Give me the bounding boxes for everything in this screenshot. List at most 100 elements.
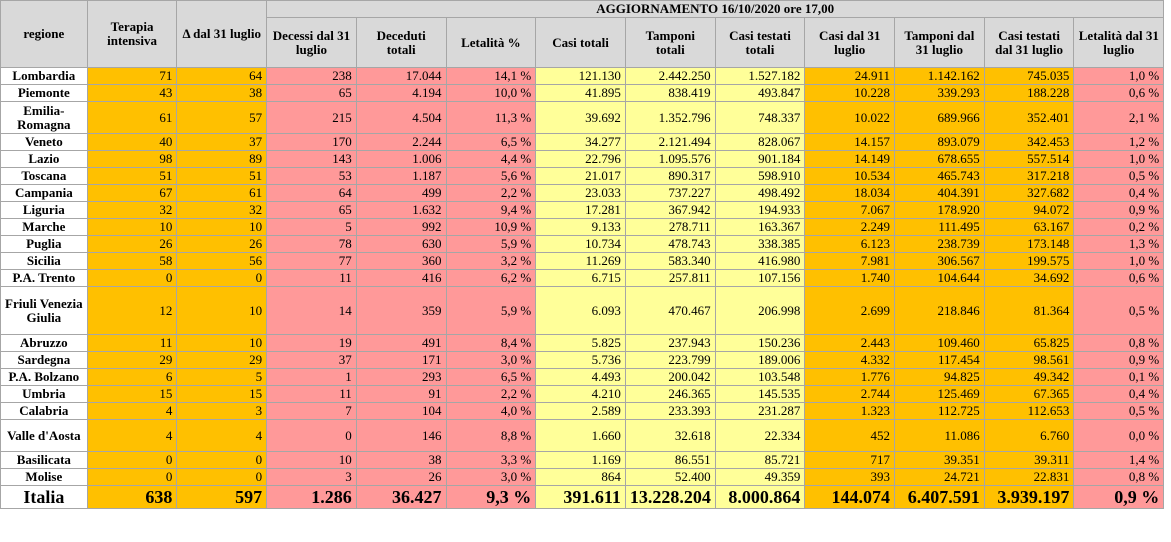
cell-letalita-31-luglio: 0,2 % — [1073, 218, 1165, 236]
cell-casi-testati-31-luglio: 342.453 — [983, 133, 1075, 151]
cell-terapia-intensiva: 61 — [86, 101, 178, 134]
cell-letalita-31-luglio: 0,4 % — [1073, 385, 1165, 403]
cell-terapia-intensiva: 6 — [86, 368, 178, 386]
cell-casi-totali: 121.130 — [535, 67, 626, 85]
cell-letalita-31-luglio: 0,6 % — [1073, 269, 1165, 287]
cell-deceduti-totali: 1.006 — [355, 150, 447, 168]
cell-terapia-intensiva: 71 — [86, 67, 178, 85]
cell-letalita-31-luglio: 0,6 % — [1073, 84, 1165, 102]
cell-casi-totali: 864 — [535, 468, 626, 486]
cell-casi-testati-31-luglio: 352.401 — [983, 101, 1075, 134]
cell-deceduti-totali: 17.044 — [355, 67, 447, 85]
spacer — [1163, 218, 1171, 236]
cell-letalita: 6,2 % — [445, 269, 537, 287]
cell-terapia-intensiva: 67 — [86, 184, 178, 202]
cell-decessi-31-luglio: 143 — [266, 150, 357, 168]
cell-casi-testati-totali: 49.359 — [714, 468, 806, 486]
cell-terapia-intensiva: 43 — [86, 84, 178, 102]
cell-casi-testati-totali: 748.337 — [714, 101, 806, 134]
header-terapia-intensiva: Terapia intensiva — [86, 0, 178, 68]
cell-casi-testati-totali: 22.334 — [714, 419, 806, 452]
total-letalita-31-luglio: 0,9 % — [1073, 485, 1165, 509]
cell-delta-31-luglio: 26 — [176, 235, 268, 253]
cell-casi-totali: 6.093 — [535, 286, 626, 335]
cell-casi-testati-totali: 231.287 — [714, 402, 806, 420]
region-name: P.A. Trento — [0, 269, 88, 287]
cell-letalita: 5,9 % — [445, 286, 537, 335]
cell-casi-totali: 4.493 — [535, 368, 626, 386]
cell-letalita-31-luglio: 0,9 % — [1073, 201, 1165, 219]
cell-casi-totali: 1.660 — [535, 419, 626, 452]
cell-casi-testati-totali: 150.236 — [714, 334, 806, 352]
cell-casi-testati-31-luglio: 199.575 — [983, 252, 1075, 270]
region-name: Molise — [0, 468, 88, 486]
spacer — [1163, 150, 1171, 168]
cell-deceduti-totali: 104 — [355, 402, 447, 420]
cell-terapia-intensiva: 98 — [86, 150, 178, 168]
cell-tamponi-31-luglio: 112.725 — [894, 402, 985, 420]
cell-delta-31-luglio: 0 — [176, 468, 268, 486]
cell-delta-31-luglio: 51 — [176, 167, 268, 185]
cell-casi-31-luglio: 1.776 — [804, 368, 896, 386]
cell-casi-totali: 9.133 — [535, 218, 626, 236]
cell-casi-testati-totali: 189.006 — [714, 351, 806, 369]
cell-letalita-31-luglio: 1,4 % — [1073, 451, 1165, 469]
cell-casi-31-luglio: 18.034 — [804, 184, 896, 202]
cell-terapia-intensiva: 29 — [86, 351, 178, 369]
cell-casi-testati-totali: 416.980 — [714, 252, 806, 270]
cell-casi-testati-31-luglio: 63.167 — [983, 218, 1075, 236]
cell-terapia-intensiva: 12 — [86, 286, 178, 335]
cell-casi-testati-31-luglio: 557.514 — [983, 150, 1075, 168]
cell-tamponi-31-luglio: 306.567 — [894, 252, 985, 270]
cell-casi-totali: 10.734 — [535, 235, 626, 253]
cell-letalita: 4,0 % — [445, 402, 537, 420]
cell-casi-testati-31-luglio: 98.561 — [983, 351, 1075, 369]
cell-deceduti-totali: 171 — [355, 351, 447, 369]
cell-decessi-31-luglio: 14 — [266, 286, 357, 335]
cell-casi-totali: 41.895 — [535, 84, 626, 102]
table-row: Abruzzo 11 10 19 491 8,4 % 5.825 237.943 150.236… — [0, 334, 1171, 352]
table-row: Sardegna 29 29 37 171 3,0 % 5.736 223.799 189.00… — [0, 351, 1171, 369]
cell-decessi-31-luglio: 10 — [266, 451, 357, 469]
update-title: AGGIORNAMENTO 16/10/2020 ore 17,00 — [266, 0, 1165, 18]
spacer — [1163, 133, 1171, 151]
total-casi-31-luglio: 144.074 — [804, 485, 896, 509]
cell-tamponi-31-luglio: 24.721 — [894, 468, 985, 486]
cell-tamponi-totali: 1.095.576 — [624, 150, 716, 168]
region-name: Valle d'Aosta — [0, 419, 88, 452]
total-casi-testati-totali: 8.000.864 — [714, 485, 806, 509]
cell-letalita-31-luglio: 0,5 % — [1073, 402, 1165, 420]
cell-casi-totali: 6.715 — [535, 269, 626, 287]
cell-tamponi-totali: 86.551 — [624, 451, 716, 469]
cell-casi-testati-31-luglio: 65.825 — [983, 334, 1075, 352]
cell-tamponi-totali: 233.393 — [624, 402, 716, 420]
total-terapia-intensiva: 638 — [86, 485, 178, 509]
region-name: Lombardia — [0, 67, 88, 85]
cell-terapia-intensiva: 26 — [86, 235, 178, 253]
cell-casi-totali: 22.796 — [535, 150, 626, 168]
cell-letalita: 6,5 % — [445, 368, 537, 386]
cell-casi-31-luglio: 14.157 — [804, 133, 896, 151]
cell-delta-31-luglio: 10 — [176, 218, 268, 236]
header-deceduti-totali: Deceduti totali — [355, 17, 447, 68]
spacer — [1163, 252, 1171, 270]
cell-casi-31-luglio: 10.022 — [804, 101, 896, 134]
cell-casi-testati-31-luglio: 327.682 — [983, 184, 1075, 202]
cell-letalita: 9,4 % — [445, 201, 537, 219]
header-tamponi-31-luglio: Tamponi dal 31 luglio — [894, 17, 985, 68]
cell-tamponi-31-luglio: 404.391 — [894, 184, 985, 202]
region-name: Umbria — [0, 385, 88, 403]
cell-letalita: 2,2 % — [445, 385, 537, 403]
table-row: P.A. Trento 0 0 11 416 6,2 % 6.715 257.811 107.1… — [0, 269, 1171, 287]
cell-casi-testati-totali: 598.910 — [714, 167, 806, 185]
region-name: Toscana — [0, 167, 88, 185]
cell-deceduti-totali: 499 — [355, 184, 447, 202]
cell-delta-31-luglio: 29 — [176, 351, 268, 369]
header-regione: regione — [0, 0, 88, 68]
cell-tamponi-31-luglio: 104.644 — [894, 269, 985, 287]
table-row: Friuli Venezia Giulia 12 10 14 359 5,9 % 6.093… — [0, 286, 1171, 335]
cell-casi-31-luglio: 717 — [804, 451, 896, 469]
region-name: Sicilia — [0, 252, 88, 270]
cell-casi-totali: 11.269 — [535, 252, 626, 270]
cell-tamponi-totali: 583.340 — [624, 252, 716, 270]
